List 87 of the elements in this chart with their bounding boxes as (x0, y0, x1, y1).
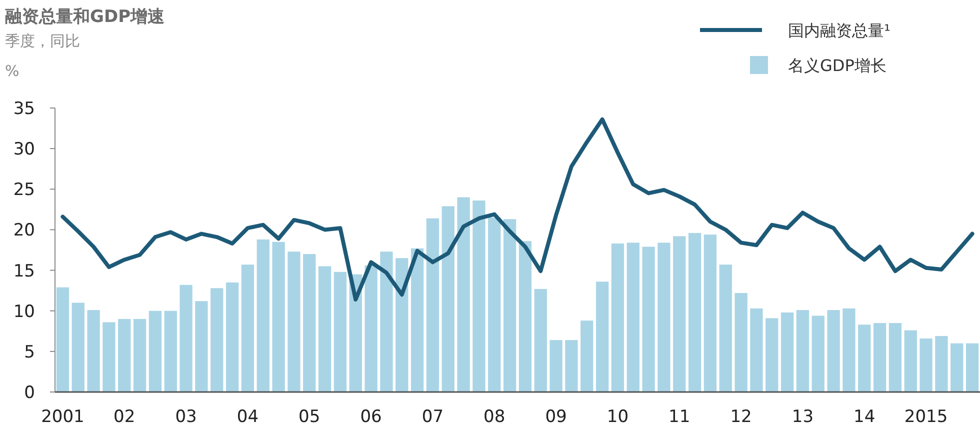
xtick: 10 (606, 407, 629, 427)
bar (180, 284, 192, 392)
xtick: 06 (360, 407, 382, 427)
bar (410, 248, 424, 392)
bar (272, 242, 285, 392)
bar (118, 318, 131, 392)
bar (396, 258, 408, 392)
bar (303, 254, 316, 392)
ytick: 10 (13, 302, 35, 322)
bar (766, 318, 778, 392)
bar (966, 343, 979, 392)
bar (734, 293, 748, 392)
xtick: 09 (545, 407, 567, 427)
bar (87, 310, 100, 392)
bar (133, 318, 146, 392)
xtick: 05 (298, 407, 320, 427)
ytick: 15 (13, 261, 35, 282)
bar (195, 301, 208, 392)
bar (827, 310, 840, 392)
bar (380, 252, 393, 392)
bar (580, 320, 594, 392)
bar (873, 323, 886, 392)
xtick: 08 (484, 407, 506, 427)
bar (642, 246, 655, 392)
bar (750, 308, 763, 392)
bar (550, 340, 562, 392)
ytick: 0 (24, 383, 35, 403)
title: 融资总量和GDP增速 (5, 7, 165, 27)
xtick: 03 (175, 407, 197, 427)
bar (534, 288, 547, 392)
ytick: 35 (13, 99, 35, 119)
bar (334, 272, 347, 392)
xtick: 14 (854, 407, 876, 427)
bar (503, 219, 516, 392)
bar (780, 312, 794, 392)
bar (241, 264, 254, 392)
bar (72, 302, 84, 392)
bar (148, 310, 162, 392)
bar (626, 242, 640, 392)
bar (611, 244, 624, 392)
bar (426, 218, 440, 392)
bar (256, 239, 270, 392)
ytick: 25 (13, 180, 35, 200)
bar (920, 338, 932, 392)
bar (719, 264, 732, 392)
bar (518, 241, 532, 392)
bar (888, 323, 902, 392)
ytick: 30 (13, 140, 35, 160)
bar (950, 343, 964, 392)
bar (796, 310, 810, 392)
bar (364, 265, 378, 392)
bar (904, 330, 917, 392)
legend-label: 国内融资总量¹ (788, 21, 890, 40)
bar (688, 232, 702, 392)
bar (842, 308, 856, 392)
xtick: 2001 (41, 407, 84, 427)
xtick: 13 (792, 407, 814, 427)
bar (210, 288, 224, 392)
bar (673, 236, 686, 392)
bar (858, 324, 871, 392)
bar (56, 287, 70, 392)
bar (472, 200, 486, 392)
bar (442, 206, 454, 392)
xtick: 11 (668, 407, 690, 427)
xtick: 07 (422, 407, 444, 427)
bar (226, 282, 239, 392)
xtick: 04 (236, 407, 259, 427)
bar (318, 266, 332, 392)
bar (704, 234, 717, 392)
bar (935, 336, 948, 392)
ylabel: % (5, 62, 20, 80)
bar (658, 242, 670, 392)
bar (596, 282, 609, 392)
bar (457, 197, 470, 392)
bar (812, 316, 824, 392)
bar (488, 218, 501, 392)
xtick: 2015 (904, 407, 948, 427)
bar (102, 322, 116, 392)
bar (288, 252, 300, 392)
xtick: 12 (730, 407, 752, 427)
legend-label: 名义GDP增长 (788, 56, 886, 75)
subtitle: 季度，同比 (5, 32, 80, 50)
bar (164, 310, 177, 392)
bar (565, 340, 578, 392)
xtick: 02 (114, 407, 136, 427)
ytick: 20 (13, 220, 35, 241)
ytick: 5 (24, 342, 35, 362)
